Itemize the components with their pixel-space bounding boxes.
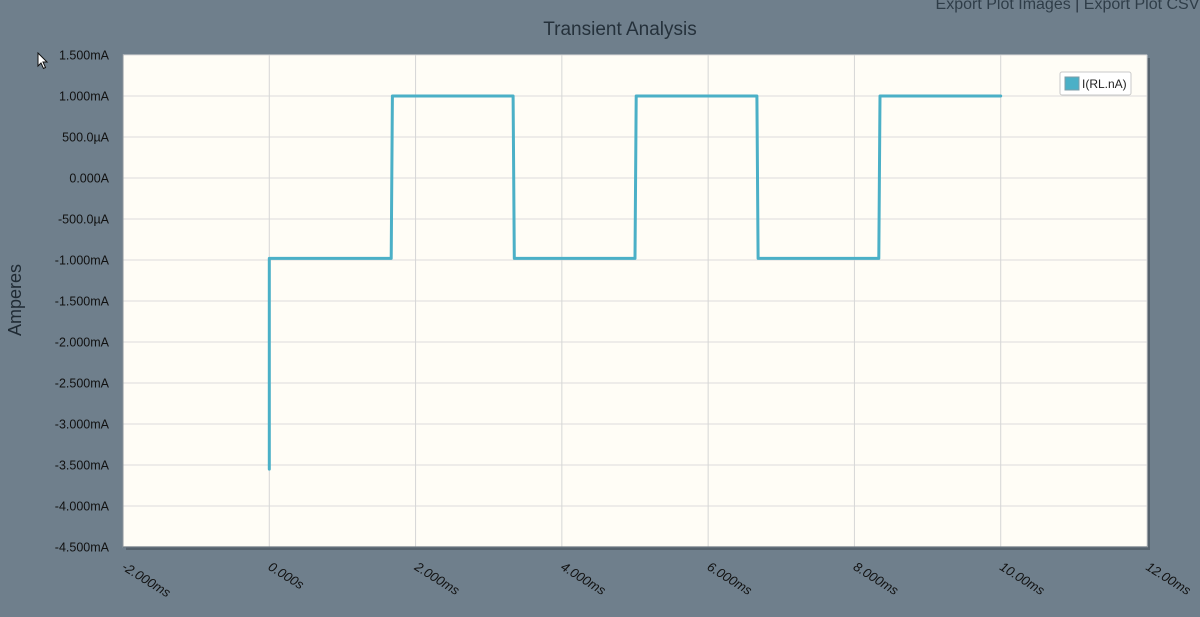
export-plot-images-link[interactable]: Export Plot Images — [935, 0, 1071, 13]
y-tick-label: 1.500mA — [59, 49, 110, 63]
y-tick-label: -1.000mA — [55, 254, 110, 268]
x-tick-label: 4.000ms — [558, 559, 609, 598]
legend[interactable]: I(RL.nA) — [1059, 71, 1132, 96]
y-tick-label: -500.0µA — [58, 213, 110, 227]
series-layer — [267, 94, 1003, 471]
y-tick-label: -4.000mA — [55, 500, 110, 514]
x-tick-label: 12.00ms — [1143, 559, 1194, 598]
legend-label: I(RL.nA) — [1082, 77, 1127, 91]
x-tick-label: -2.000ms — [119, 559, 173, 601]
y-tick-label: -2.000mA — [55, 336, 110, 350]
legend-swatch — [1064, 76, 1080, 91]
y-tick-label: 0.000A — [69, 172, 109, 186]
y-tick-label: -2.500mA — [55, 377, 110, 391]
series-line — [267, 94, 1003, 471]
y-tick-label: 500.0µA — [62, 131, 109, 145]
chart-title: Transient Analysis — [543, 19, 697, 40]
mouse-cursor-icon — [37, 52, 49, 70]
y-tick-label: -3.500mA — [55, 459, 110, 473]
export-links: Export Plot Images | Export Plot CSV | — [936, 0, 1200, 14]
y-axis-ticks: 1.500mA 1.000mA 500.0µA 0.000A -500.0µA -1.00… — [55, 49, 110, 555]
export-plot-csv-link[interactable]: Export Plot CSV — [1083, 0, 1200, 13]
y-axis-label: Amperes — [5, 264, 25, 336]
link-separator: | — [1075, 0, 1080, 13]
x-axis-ticks: -2.000ms 0.000s 2.000ms 4.000ms 6.000ms 8.000… — [119, 558, 1194, 600]
y-tick-label: -1.500mA — [55, 295, 110, 309]
y-tick-label: -4.500mA — [55, 541, 110, 555]
x-tick-label: 0.000s — [266, 559, 307, 593]
y-tick-label: 1.000mA — [59, 90, 110, 104]
y-tick-label: -3.000mA — [55, 418, 110, 432]
x-tick-label: 10.00ms — [997, 559, 1048, 598]
x-tick-label: 2.000ms — [411, 558, 463, 598]
x-tick-label: 8.000ms — [851, 559, 902, 598]
x-tick-label: 6.000ms — [705, 559, 756, 598]
